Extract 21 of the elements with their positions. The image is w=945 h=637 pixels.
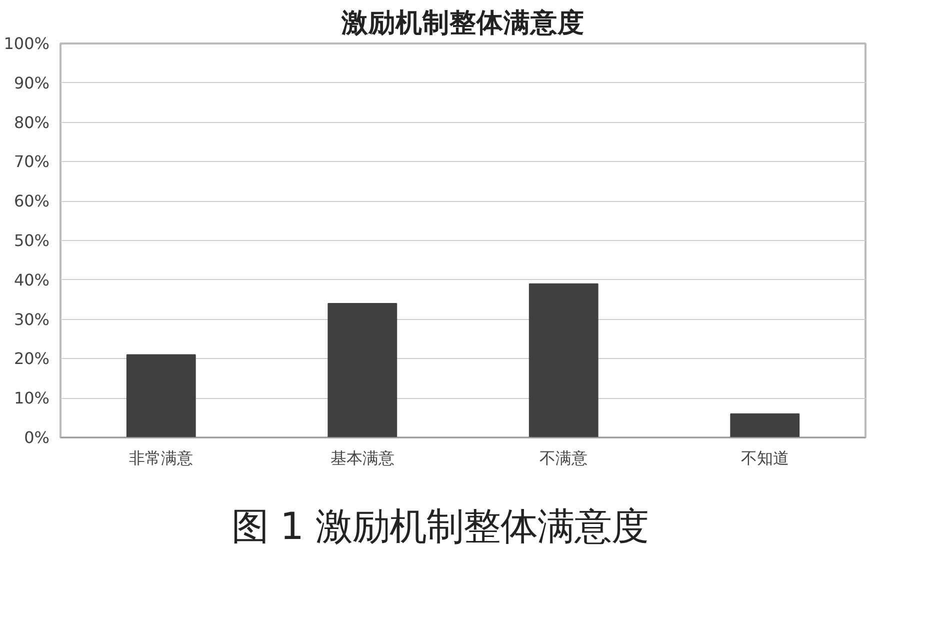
bar [328, 303, 398, 438]
y-tick-label: 30% [14, 310, 50, 329]
y-tick-label: 40% [14, 270, 50, 290]
y-tick-label: 20% [14, 349, 50, 368]
y-tick-label: 70% [14, 152, 50, 172]
y-tick-label: 80% [14, 112, 50, 132]
y-tick-label: 0% [24, 428, 50, 447]
x-tick-label: 不知道 [740, 448, 789, 468]
bar [126, 354, 196, 438]
bar [528, 283, 598, 438]
caption: 图 1 激励机制整体满意度 [231, 503, 649, 550]
y-tick-label: 100% [4, 34, 50, 53]
x-tick-label: 非常满意 [129, 448, 194, 468]
bar [730, 413, 800, 438]
y-tick-label: 50% [14, 231, 50, 250]
x-tick-label: 不满意 [540, 448, 588, 468]
y-tick-label: 10% [14, 388, 50, 408]
x-tick-label: 基本满意 [330, 448, 394, 468]
y-tick-label: 60% [14, 192, 50, 211]
chart-title: 激励机制整体满意度 [340, 8, 584, 38]
y-tick-label: 90% [14, 73, 50, 92]
